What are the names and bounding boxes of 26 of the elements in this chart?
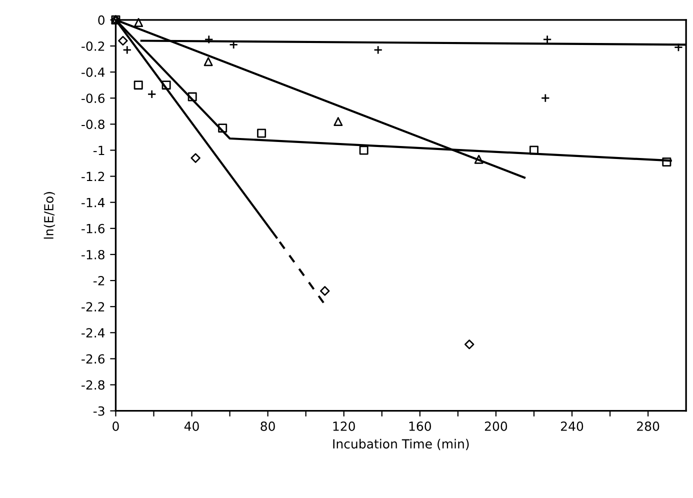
x-tick-label: 280 [637,421,660,431]
y-tick-label: -2.8 [82,380,104,390]
x-tick-label: 80 [260,421,275,431]
y-tick-label: -2 [93,276,104,286]
y-tick-label: -2.6 [82,354,105,364]
x-tick-label: 120 [333,421,355,431]
y-tick-label: -2.4 [82,328,105,338]
x-tick-label: 0 [112,421,119,431]
y-tick-label: -0.4 [82,68,105,77]
x-tick-label: 160 [409,421,432,431]
y-tick-label: -1.4 [82,198,105,208]
y-tick-label: -0.8 [82,120,104,130]
y-tick-label: -0.6 [82,94,105,104]
y-tick-label: -0.2 [82,41,104,51]
y-tick-label: -1.6 [82,224,105,234]
x-axis-title: Incubation Time (min) [333,438,469,450]
x-tick-label: 40 [184,421,199,431]
y-tick-label: -1.2 [82,172,104,182]
y-tick-label: -3 [93,406,104,416]
x-tick-label: 240 [560,421,584,431]
y-tick-label: 0 [98,15,104,25]
x-tick-label: 200 [484,421,508,431]
y-axis-title: ln(E/Eo) [44,192,55,239]
y-tick-label: -1 [93,146,104,155]
y-tick-label: -1.8 [82,250,104,260]
y-tick-label: -2.2 [82,302,104,312]
